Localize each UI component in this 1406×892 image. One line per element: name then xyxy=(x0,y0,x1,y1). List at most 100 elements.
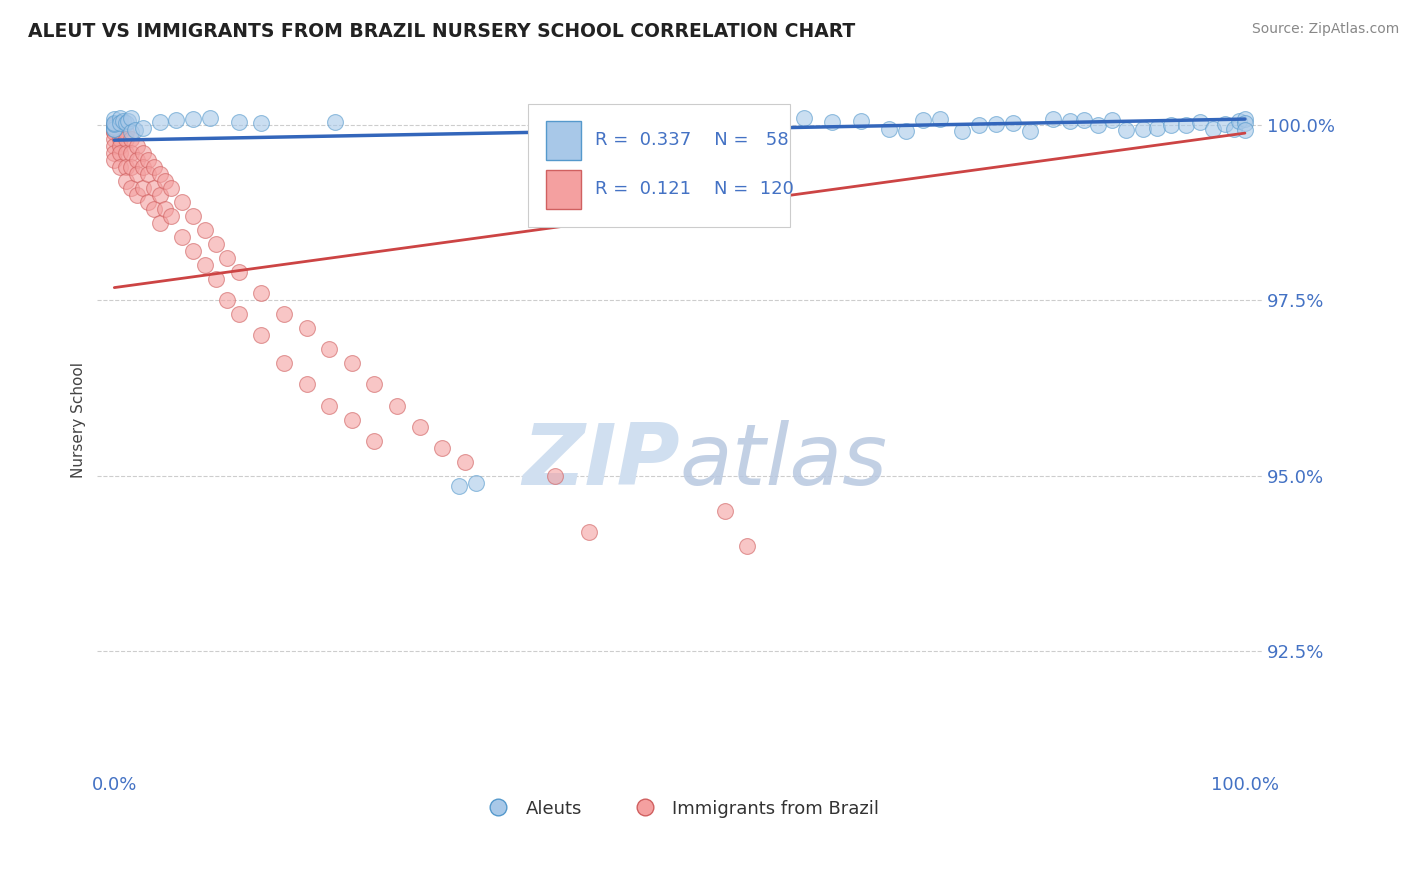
Point xyxy=(172,194,194,209)
Text: ALEUT VS IMMIGRANTS FROM BRAZIL NURSERY SCHOOL CORRELATION CHART: ALEUT VS IMMIGRANTS FROM BRAZIL NURSERY … xyxy=(28,22,855,41)
Point xyxy=(120,181,142,195)
Point xyxy=(114,115,136,129)
Point xyxy=(142,202,165,216)
Point xyxy=(318,399,340,413)
Point xyxy=(950,124,973,138)
Point xyxy=(120,145,142,160)
Point xyxy=(1188,114,1211,128)
Point xyxy=(108,145,131,160)
Point xyxy=(103,125,125,139)
Point xyxy=(737,539,759,553)
Point xyxy=(1073,113,1095,128)
Point xyxy=(117,114,139,128)
Point xyxy=(108,132,131,146)
Point xyxy=(318,343,340,357)
Point xyxy=(1202,122,1225,136)
Point xyxy=(125,167,148,181)
Point xyxy=(131,181,153,195)
Point xyxy=(112,114,135,128)
Point xyxy=(1233,112,1256,126)
FancyBboxPatch shape xyxy=(546,170,581,209)
Point xyxy=(108,160,131,174)
Point xyxy=(103,138,125,153)
Point xyxy=(1101,113,1123,128)
Point xyxy=(148,167,170,181)
FancyBboxPatch shape xyxy=(529,103,790,227)
Point xyxy=(340,356,363,370)
Point xyxy=(217,251,239,265)
Point xyxy=(849,113,872,128)
Point xyxy=(108,115,131,129)
Point xyxy=(103,125,125,139)
Point xyxy=(432,441,454,455)
Point xyxy=(714,504,737,518)
Point xyxy=(103,132,125,146)
Point xyxy=(578,524,600,539)
Legend: Aleuts, Immigrants from Brazil: Aleuts, Immigrants from Brazil xyxy=(472,792,886,825)
Point xyxy=(1146,121,1168,136)
Point xyxy=(108,125,131,139)
Point xyxy=(103,116,125,130)
Point xyxy=(114,125,136,139)
Point xyxy=(136,153,159,167)
Point xyxy=(821,115,844,129)
Point xyxy=(103,120,125,135)
Point xyxy=(1019,124,1042,138)
Point xyxy=(877,122,900,136)
Point xyxy=(131,145,153,160)
Point xyxy=(153,174,176,188)
Point xyxy=(894,124,917,138)
Point xyxy=(250,116,273,130)
Point xyxy=(120,132,142,146)
Point xyxy=(228,114,250,128)
Point xyxy=(205,237,228,252)
Point xyxy=(228,265,250,279)
Point xyxy=(108,138,131,153)
Point xyxy=(250,286,273,301)
Point xyxy=(103,122,125,136)
Y-axis label: Nursery School: Nursery School xyxy=(72,361,86,477)
Point xyxy=(103,145,125,160)
Point xyxy=(408,419,430,434)
Point xyxy=(103,153,125,167)
Point xyxy=(183,209,205,223)
Text: R =  0.121    N =  120: R = 0.121 N = 120 xyxy=(595,180,793,198)
Point xyxy=(928,112,950,126)
Point xyxy=(228,307,250,321)
Point xyxy=(449,479,471,493)
Point xyxy=(1233,122,1256,136)
Point xyxy=(793,111,815,125)
Text: atlas: atlas xyxy=(679,420,887,503)
Point xyxy=(136,194,159,209)
Point xyxy=(967,118,990,132)
Point xyxy=(183,112,205,127)
Point xyxy=(1227,114,1250,128)
Point xyxy=(911,113,934,128)
Point xyxy=(1115,123,1137,137)
Point xyxy=(250,328,273,343)
Point xyxy=(103,112,125,126)
Point xyxy=(114,132,136,146)
Point xyxy=(131,160,153,174)
Point xyxy=(148,115,170,129)
Point xyxy=(194,258,217,272)
Point xyxy=(160,209,183,223)
Point xyxy=(114,145,136,160)
Text: ZIP: ZIP xyxy=(522,420,679,503)
Point xyxy=(217,293,239,308)
Point xyxy=(295,321,318,335)
Point xyxy=(103,121,125,136)
Point xyxy=(103,118,125,132)
Point xyxy=(194,223,217,237)
Point xyxy=(986,117,1008,131)
Point xyxy=(1213,117,1236,131)
Text: R =  0.337    N =   58: R = 0.337 N = 58 xyxy=(595,131,789,149)
Point xyxy=(1175,118,1198,132)
Point xyxy=(544,468,567,483)
Point xyxy=(702,119,724,133)
Point xyxy=(465,475,488,490)
Text: Source: ZipAtlas.com: Source: ZipAtlas.com xyxy=(1251,22,1399,37)
Point xyxy=(1233,116,1256,130)
Point xyxy=(114,174,136,188)
Point xyxy=(153,202,176,216)
